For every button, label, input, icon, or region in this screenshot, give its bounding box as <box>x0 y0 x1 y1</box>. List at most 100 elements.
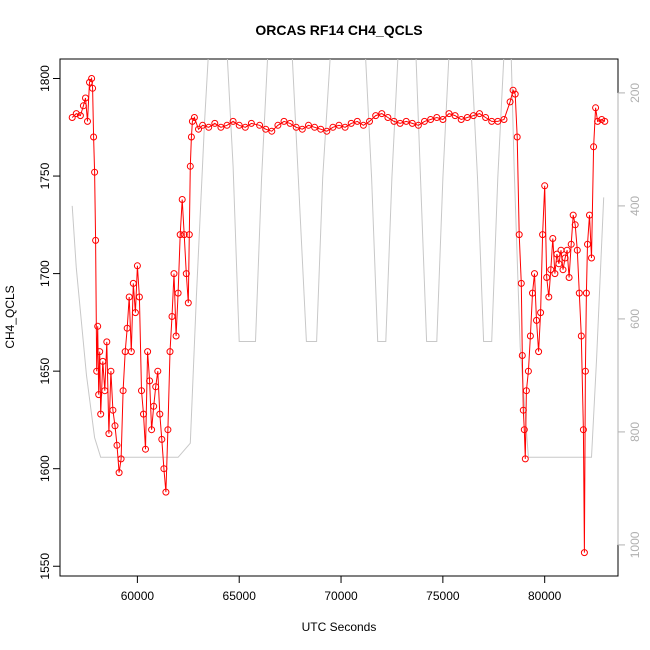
data-point <box>535 348 543 356</box>
data-point <box>190 114 198 121</box>
data-point <box>581 367 589 375</box>
data-point <box>274 121 282 129</box>
data-point <box>99 357 107 365</box>
data-point <box>329 123 337 131</box>
data-point <box>162 488 170 496</box>
data-point <box>125 293 133 301</box>
y-tick-label: 1550 <box>38 553 52 580</box>
data-point <box>103 338 111 346</box>
series-line <box>71 76 606 553</box>
data-point <box>372 112 380 120</box>
data-point <box>223 121 231 129</box>
data-point <box>500 116 508 123</box>
data-point <box>86 78 93 86</box>
data-point <box>164 426 172 434</box>
data-point <box>76 112 84 120</box>
data-point <box>188 117 196 125</box>
data-point <box>359 121 367 129</box>
data-point <box>90 133 98 141</box>
data-point <box>517 279 525 287</box>
data-point <box>131 309 139 317</box>
data-point <box>451 112 459 120</box>
data-point <box>166 348 174 356</box>
data-point <box>311 123 319 131</box>
data-point <box>529 289 536 297</box>
data-point <box>195 125 202 133</box>
y-axis: 1550 1600 1650 1700 1750 1800 <box>38 65 61 580</box>
chart-title: ORCAS RF14 CH4_QCLS <box>255 22 422 38</box>
data-point <box>160 465 168 473</box>
y-tick-label: 1650 <box>38 357 52 384</box>
data-point <box>211 119 219 127</box>
data-point <box>94 322 102 330</box>
data-point <box>584 240 591 248</box>
data-point <box>187 133 195 141</box>
data-point <box>317 125 325 133</box>
data-point <box>156 410 164 418</box>
data-point <box>129 279 137 287</box>
data-point <box>186 162 194 170</box>
x-axis-label: UTC Seconds <box>302 620 377 634</box>
y-tick-label: 1750 <box>38 162 52 189</box>
data-point <box>509 86 517 94</box>
data-point <box>561 254 569 262</box>
data-point <box>133 262 141 270</box>
data-point <box>427 116 435 123</box>
data-point <box>268 127 276 135</box>
data-point <box>582 289 590 297</box>
data-point <box>575 289 583 297</box>
data-point <box>433 114 441 121</box>
data-point <box>511 90 519 98</box>
data-point <box>84 117 91 125</box>
data-point <box>559 266 567 274</box>
data-point <box>384 114 392 121</box>
data-point <box>298 125 306 133</box>
data-point <box>537 309 545 317</box>
data-point <box>229 117 237 125</box>
data-point <box>148 426 156 434</box>
data-point <box>217 123 225 131</box>
data-point <box>72 110 80 118</box>
data-point <box>101 387 109 395</box>
data-point <box>469 112 477 120</box>
data-point <box>305 121 312 129</box>
data-point <box>579 426 587 434</box>
right-axis-series-line <box>71 59 605 458</box>
data-point <box>353 117 361 125</box>
data-point <box>185 231 193 239</box>
data-point <box>97 410 105 418</box>
data-point <box>563 246 571 254</box>
data-point <box>588 254 595 262</box>
data-point <box>414 121 422 129</box>
data-point <box>378 110 386 118</box>
data-point <box>347 119 355 127</box>
data-point <box>168 313 176 320</box>
data-point <box>144 348 152 356</box>
data-point <box>180 231 188 239</box>
data-point <box>547 266 555 274</box>
data-point <box>555 260 563 268</box>
data-point <box>445 110 453 118</box>
data-point <box>577 332 585 340</box>
y-tick-label: 1600 <box>38 455 52 482</box>
data-point <box>543 274 551 281</box>
data-point <box>439 116 447 123</box>
data-point <box>119 387 127 395</box>
data-point <box>109 406 117 414</box>
data-point <box>565 274 573 281</box>
data-point <box>545 293 553 301</box>
data-point <box>549 235 557 242</box>
data-point <box>573 246 581 254</box>
data-point <box>569 211 577 219</box>
data-point <box>88 75 96 82</box>
data-point <box>519 406 527 414</box>
data-point <box>123 324 131 332</box>
y2-tick-label: 1000 <box>628 531 642 558</box>
data-point <box>127 348 135 356</box>
data-point <box>235 121 243 129</box>
data-point <box>182 270 190 278</box>
data-point <box>174 289 182 297</box>
data-point <box>520 426 528 434</box>
data-point <box>93 367 101 375</box>
